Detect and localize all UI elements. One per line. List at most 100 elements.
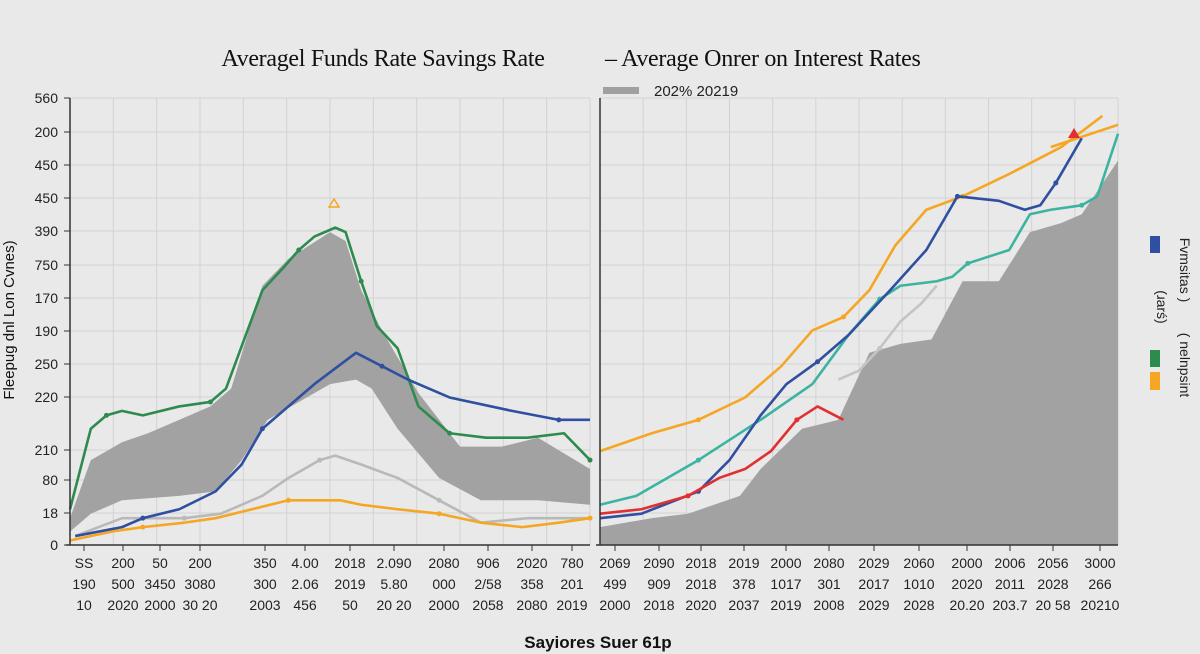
x-tick-label: 2020 (685, 597, 716, 613)
x-tick-label: 780 (560, 555, 584, 571)
x-tick-label: 2080 (516, 597, 547, 613)
x-tick-label: 201 (560, 576, 584, 592)
data-point (954, 193, 960, 199)
x-tick-label: 20 58 (1035, 597, 1070, 613)
triangle-marker-icon (1068, 128, 1080, 138)
data-point (285, 497, 291, 503)
x-tick-label: 350 (253, 555, 277, 571)
series-line-5 (599, 405, 845, 516)
data-point (815, 359, 821, 365)
x-tick-label: 190 (72, 576, 96, 592)
x-tick-label: 20 20 (376, 597, 411, 613)
axes: 560 200 450 450 390 750 170 190 250 220 210 80 18 0 SS… (35, 90, 1120, 613)
data-point (296, 247, 302, 253)
y-tick-label: 220 (35, 389, 59, 405)
y-tick-label: 0 (50, 537, 58, 553)
data-point (103, 412, 109, 418)
x-tick-label: 2080 (428, 555, 459, 571)
x-tick-label: 30 20 (182, 597, 217, 613)
x-tick-label: 2000 (428, 597, 459, 613)
y-tick-label: 190 (35, 323, 59, 339)
x-tick-label: 000 (432, 576, 456, 592)
series-line-0 (74, 454, 590, 538)
x-tick-label: 301 (817, 576, 841, 592)
data-point (1079, 202, 1085, 208)
x-tick-label: 2000 (951, 555, 982, 571)
data-point (447, 430, 453, 436)
area-band-0 (70, 232, 590, 532)
series-line-0 (837, 284, 938, 381)
plot-area (68, 114, 1120, 545)
data-point (587, 515, 593, 521)
x-tick-label: 358 (520, 576, 544, 592)
x-tick-label: 2060 (903, 555, 934, 571)
y-tick-label: 450 (35, 190, 59, 206)
x-tick-label: 906 (476, 555, 500, 571)
x-tick-label: 2000 (770, 555, 801, 571)
x-axis-label: Sayiores Suer 61p (524, 633, 671, 652)
data-point (695, 457, 701, 463)
data-point (436, 497, 442, 503)
x-tick-label: 499 (603, 576, 627, 592)
x-tick-label: 3000 (1084, 555, 1115, 571)
x-tick-label: 20210 (1081, 597, 1120, 613)
x-tick-label: 3450 (144, 576, 175, 592)
x-tick-label: 2020 (516, 555, 547, 571)
data-point (794, 417, 800, 423)
x-tick-label: 2020 (107, 597, 138, 613)
x-tick-label: 2011 (995, 576, 1025, 592)
legend-swatch-orange (1150, 372, 1160, 390)
x-tick-label: 2090 (643, 555, 674, 571)
x-tick-label: 2020 (951, 576, 982, 592)
top-legend-swatch (603, 87, 639, 94)
x-tick-label: 200 (188, 555, 212, 571)
x-tick-label: 2029 (858, 555, 889, 571)
x-tick-label: 2008 (813, 597, 844, 613)
data-point (685, 493, 691, 499)
y-axis-label: Fleepug dnl Lon Cvnes) (1, 240, 18, 399)
x-tick-label: 2056 (1037, 555, 1068, 571)
x-tick-label: 500 (111, 576, 135, 592)
x-tick-label: 4.00 (291, 555, 318, 571)
y-tick-label: 390 (35, 223, 59, 239)
x-tick-label: 2019 (728, 555, 759, 571)
x-tick-label: 1017 (770, 576, 801, 592)
x-tick-label: 203.7 (992, 597, 1027, 613)
data-point (840, 314, 846, 320)
legend-label-c: ( nelnpsint (1177, 333, 1193, 398)
x-tick-label: 2018 (685, 555, 716, 571)
x-tick-label: 20.20 (949, 597, 984, 613)
series-line-1 (69, 498, 591, 542)
data-point (259, 426, 265, 432)
y-tick-label: 560 (35, 90, 59, 106)
y-tick-label: 250 (35, 356, 59, 372)
data-point (436, 511, 442, 517)
x-tick-label: SS (75, 555, 94, 571)
x-tick-label: 2018 (685, 576, 716, 592)
series-line-2 (68, 226, 591, 510)
triangle-marker-icon (327, 197, 341, 208)
data-point (140, 515, 146, 521)
x-tick-label: 2006 (994, 555, 1025, 571)
x-tick-label: 2019 (556, 597, 587, 613)
x-tick-label: 5.80 (380, 576, 407, 592)
x-tick-label: 2003 (249, 597, 280, 613)
data-point (379, 363, 385, 369)
y-tick-label: 170 (35, 290, 59, 306)
y-tick-label: 210 (35, 442, 59, 458)
top-legend-label: 202% 20219 (654, 83, 738, 100)
series-line-1 (599, 114, 1104, 453)
data-point (1053, 180, 1059, 186)
x-tick-label: 2058 (472, 597, 503, 613)
legend-label-a: (ɹarś) (1154, 290, 1170, 323)
x-tick-label: 2000 (144, 597, 175, 613)
x-tick-label: 10 (76, 597, 92, 613)
data-point (317, 457, 323, 463)
series-line-3 (74, 351, 590, 538)
y-tick-label: 18 (42, 505, 58, 521)
data-point (358, 278, 364, 284)
x-tick-label: 2.090 (376, 555, 411, 571)
area-band-0 (600, 160, 1118, 545)
x-tick-label: 2.06 (291, 576, 318, 592)
